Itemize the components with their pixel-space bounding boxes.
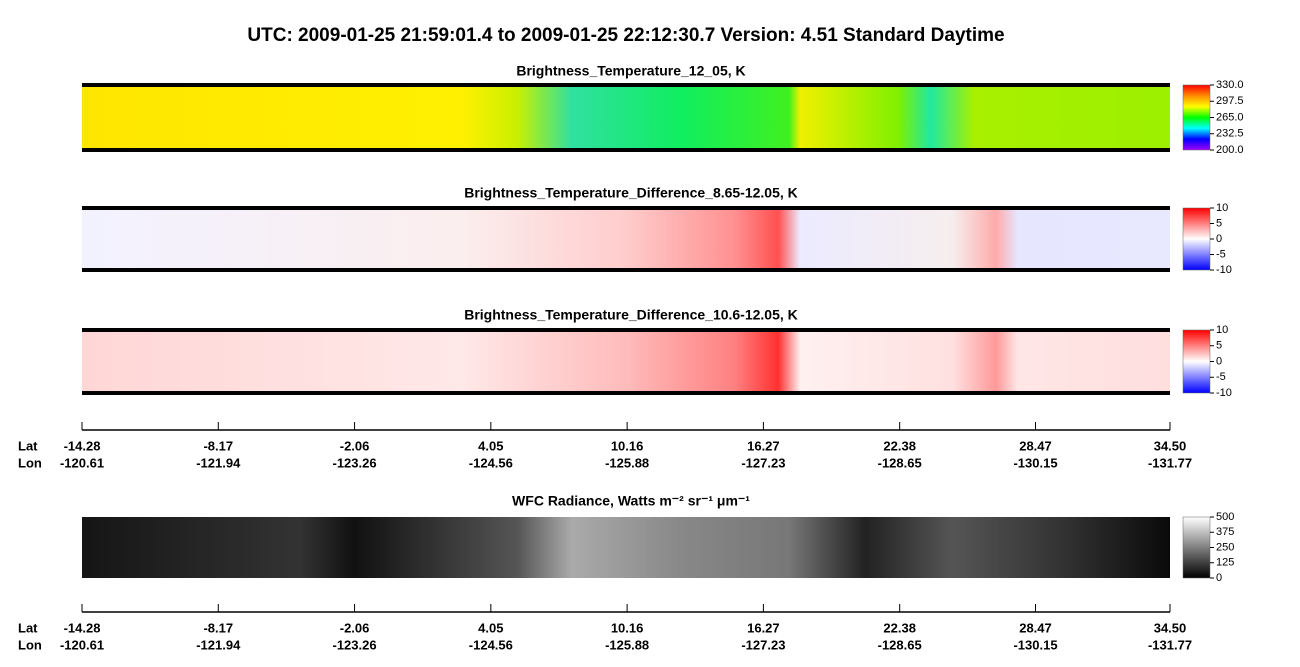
axis-label: Lon (18, 637, 42, 652)
lon-label: -120.61 (60, 455, 104, 470)
lon-label: -123.26 (333, 455, 377, 470)
lat-label: -8.17 (203, 620, 233, 635)
colorbar-label: 5 (1216, 340, 1222, 352)
axis-label: Lon (18, 455, 42, 470)
lon-label: -127.23 (741, 455, 785, 470)
colorbar (1182, 516, 1211, 579)
lat-label: -2.06 (340, 438, 370, 453)
lat-label: 16.27 (747, 620, 780, 635)
image-strip (82, 208, 1170, 270)
colorbar-label: 10 (1216, 202, 1228, 214)
colorbar (1182, 329, 1211, 394)
lat-label: -8.17 (203, 438, 233, 453)
colorbar-label: 0 (1216, 572, 1222, 584)
lon-label: -124.56 (469, 637, 513, 652)
colorbar-label: 250 (1216, 541, 1234, 553)
colorbar-label: 500 (1216, 511, 1234, 523)
panel-title: WFC Radiance, Watts m⁻² sr⁻¹ μm⁻¹ (512, 493, 750, 509)
lon-label: -124.56 (469, 455, 513, 470)
colorbar-label: 10 (1216, 324, 1228, 336)
lat-label: 10.16 (611, 620, 644, 635)
lon-label: -125.88 (605, 455, 649, 470)
lat-label: -14.28 (64, 438, 101, 453)
lon-label: -121.94 (196, 455, 241, 470)
axis-label: Lat (18, 620, 38, 635)
colorbar-label: 297.5 (1216, 95, 1244, 107)
lon-label: -120.61 (60, 637, 104, 652)
lon-label: -121.94 (196, 637, 241, 652)
lat-label: 28.47 (1019, 438, 1052, 453)
lat-label: 16.27 (747, 438, 780, 453)
lon-label: -128.65 (878, 455, 922, 470)
image-strip (82, 517, 1170, 578)
colorbar-label: 265.0 (1216, 111, 1244, 123)
lat-label: 10.16 (611, 438, 644, 453)
colorbar-label: 232.5 (1216, 128, 1244, 140)
lon-label: -123.26 (333, 637, 377, 652)
lat-label: 22.38 (883, 438, 916, 453)
panel-title: Brightness_Temperature_12_05, K (516, 63, 745, 79)
lon-label: -131.77 (1148, 637, 1192, 652)
image-strip (82, 330, 1170, 393)
axis-label: Lat (18, 438, 38, 453)
lon-label: -130.15 (1013, 637, 1057, 652)
colorbar (1182, 84, 1211, 151)
colorbar-label: 0 (1216, 233, 1222, 245)
colorbar-label: 5 (1216, 217, 1222, 229)
lon-label: -128.65 (878, 637, 922, 652)
lon-label: -125.88 (605, 637, 649, 652)
image-strip (82, 85, 1170, 150)
colorbar-label: 125 (1216, 557, 1234, 569)
lat-label: -2.06 (340, 620, 370, 635)
colorbar-label: -10 (1216, 387, 1232, 399)
colorbar-label: 330.0 (1216, 79, 1244, 91)
lat-label: 4.05 (478, 620, 503, 635)
lat-label: 28.47 (1019, 620, 1052, 635)
lat-label: 34.50 (1154, 438, 1187, 453)
figure-title: UTC: 2009-01-25 21:59:01.4 to 2009-01-25… (247, 25, 1004, 46)
lon-label: -130.15 (1013, 455, 1057, 470)
panel-title: Brightness_Temperature_Difference_8.65-1… (464, 185, 798, 201)
lat-label: -14.28 (64, 620, 101, 635)
lon-label: -131.77 (1148, 455, 1192, 470)
colorbar-label: 375 (1216, 526, 1234, 538)
lat-label: 22.38 (883, 620, 916, 635)
colorbar-label: 0 (1216, 355, 1222, 367)
lon-label: -127.23 (741, 637, 785, 652)
colorbar-label: -10 (1216, 264, 1232, 276)
colorbar-label: -5 (1216, 371, 1226, 383)
colorbar-label: 200.0 (1216, 144, 1244, 156)
panel-title: Brightness_Temperature_Difference_10.6-1… (464, 307, 798, 323)
lat-label: 34.50 (1154, 620, 1187, 635)
colorbar (1182, 207, 1211, 271)
colorbar-label: -5 (1216, 248, 1226, 260)
lat-label: 4.05 (478, 438, 503, 453)
